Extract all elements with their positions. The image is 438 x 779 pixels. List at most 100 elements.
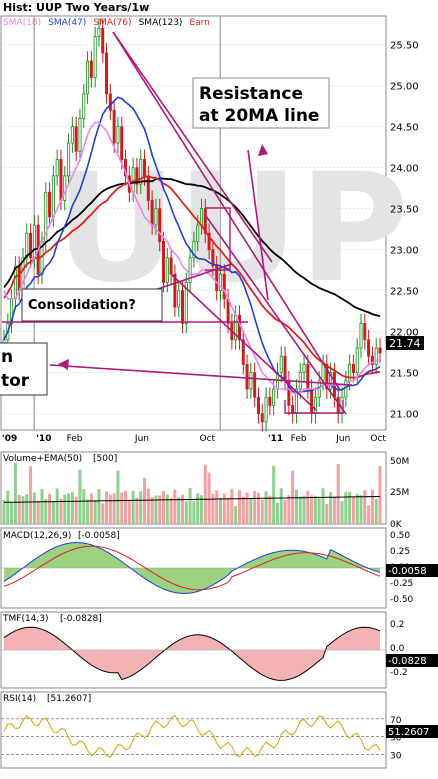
macd-signal-line — [3, 545, 381, 591]
tmf-area — [1, 626, 386, 681]
y-tick-label: 23.00 — [390, 246, 419, 257]
volume-bar — [203, 464, 207, 524]
candle-body — [70, 126, 74, 144]
candle-body — [55, 159, 59, 177]
volume-bar — [340, 501, 344, 524]
volume-bar — [97, 488, 101, 524]
x-tick-label: Jun — [134, 434, 149, 444]
volume-bar — [226, 497, 230, 524]
macd-tick-label: -0.25 — [390, 579, 413, 589]
candle-body — [218, 273, 222, 292]
volume-bar — [2, 500, 6, 524]
volume-bar — [139, 491, 143, 524]
volume-bar — [245, 492, 249, 524]
volume-bar — [298, 496, 302, 524]
partial-text-1: n — [1, 347, 13, 367]
candle-body — [306, 364, 310, 390]
candle-body — [283, 355, 287, 382]
volume-bar — [82, 489, 86, 524]
volume-bar — [135, 497, 139, 524]
candle-body — [355, 347, 359, 374]
trend-line — [247, 149, 269, 301]
y-tick-label: 24.00 — [390, 164, 419, 175]
volume-bar — [321, 488, 325, 524]
candle-body — [158, 208, 162, 242]
volume-bar — [48, 493, 52, 524]
candle-body — [226, 298, 230, 324]
candle-body — [173, 273, 177, 308]
candle-body — [162, 241, 166, 283]
candle-body — [344, 380, 348, 398]
x-tick-label: Feb — [291, 434, 307, 444]
volume-bar — [131, 490, 135, 524]
volume-bar — [17, 494, 21, 524]
volume-bar — [51, 501, 55, 524]
volume-bar — [158, 495, 162, 524]
volume-bar — [302, 495, 306, 524]
volume-bar — [86, 499, 90, 524]
candle-body — [321, 364, 325, 382]
volume-bar — [332, 497, 336, 524]
tmf-last-value: -0.0828 — [388, 656, 427, 667]
volume-bar — [370, 489, 374, 524]
candle-body — [268, 396, 272, 406]
macd-tick-label: 0.25 — [390, 547, 410, 557]
volume-bar — [279, 488, 283, 524]
legend-entry: SMA(76) — [93, 18, 131, 28]
candle-body — [51, 175, 55, 218]
trend-line — [171, 274, 317, 411]
resistance-box — [192, 77, 330, 129]
candle-body — [146, 175, 150, 201]
legend: SMA(18) SMA(47) SMA(76) SMA(123) Earn — [3, 18, 210, 28]
volume-bar — [230, 489, 234, 524]
volume-bar — [329, 492, 333, 524]
candle-body — [374, 347, 378, 365]
volume-bar — [32, 492, 36, 524]
candle-body — [279, 355, 283, 374]
volume-bar — [207, 472, 211, 524]
candlesticks — [2, 18, 382, 432]
chart-title: Hist: UUP Two Years/1w — [3, 1, 149, 14]
candle-body — [260, 413, 264, 423]
candle-body — [211, 249, 215, 267]
volume-tick-label: 25M — [390, 488, 409, 498]
tmf-axis: 0.2 0.0 -0.2 — [390, 620, 408, 678]
candle-body — [302, 364, 306, 374]
rsi-label: RSI(14) — [3, 694, 36, 704]
volume-bar — [355, 493, 359, 524]
legend-entry: SMA(18) — [3, 18, 41, 28]
volume-bar — [13, 463, 17, 524]
candle-body — [101, 27, 105, 54]
volume-bar — [256, 492, 260, 524]
volume-bar — [78, 469, 82, 524]
volume-bar — [249, 498, 253, 524]
moving-averages — [3, 96, 381, 394]
candle-body — [192, 241, 196, 259]
candle-body — [143, 159, 147, 177]
rsi-tick-label: 70 — [390, 716, 402, 726]
volume-bar — [215, 490, 219, 524]
volume-bar — [336, 463, 340, 524]
candle-body — [272, 388, 276, 406]
candle-body — [196, 224, 200, 242]
resistance-text-1: Resistance — [199, 84, 303, 104]
tmf-line — [3, 626, 381, 681]
volume-bar — [70, 492, 74, 524]
volume-bar — [177, 497, 181, 524]
candle-body — [105, 52, 109, 95]
volume-bar — [44, 499, 48, 524]
candle-body — [215, 265, 219, 292]
y-tick-label: 22.50 — [390, 287, 419, 298]
volume-bar — [218, 497, 222, 524]
volume-bar — [313, 495, 317, 524]
sma18-line — [3, 121, 380, 394]
volume-bar — [351, 496, 355, 524]
candle-body — [264, 396, 268, 423]
volume-tick-label: 0K — [390, 520, 403, 530]
consolidation-bracket — [205, 207, 231, 271]
candle-body — [310, 388, 314, 415]
candle-body — [348, 364, 352, 382]
y-tick-label: 21.50 — [390, 369, 419, 380]
volume-bar — [363, 490, 367, 524]
sma76-line — [3, 175, 381, 379]
